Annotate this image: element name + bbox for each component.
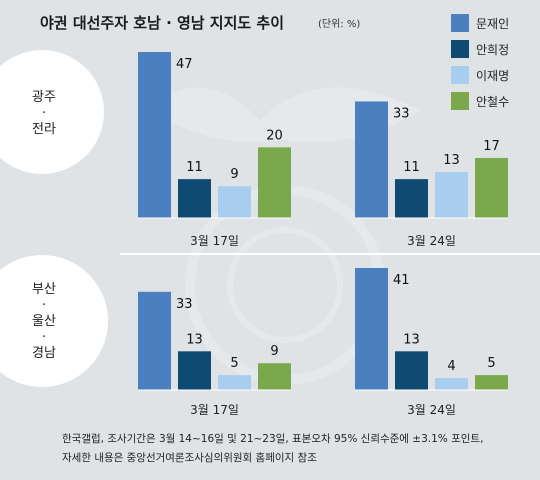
bar-1-1-2 — [435, 378, 468, 390]
legend-label-0: 문재인 — [476, 17, 509, 31]
footnote-line-1: 한국갤럽, 조사기간은 3월 14~16일 및 21~23일, 표본오차 95%… — [62, 432, 483, 445]
region-bottom-line-2: 울산 — [32, 314, 56, 329]
category-label-1-0: 3월 17일 — [190, 403, 239, 417]
bar-1-1-1 — [395, 351, 428, 390]
legend-swatch-1 — [451, 40, 469, 58]
region-bottom-line-4: 경남 — [32, 346, 56, 361]
region-top-line-2: 전라 — [32, 122, 56, 137]
legend-swatch-0 — [451, 14, 469, 32]
value-label-0-0-0: 47 — [176, 57, 193, 72]
unit-label: (단위: %) — [318, 17, 360, 30]
category-label-0-1: 3월 24일 — [407, 234, 456, 248]
bar-1-0-2 — [218, 375, 251, 390]
bar-1-0-1 — [178, 351, 211, 390]
value-label-1-0-1: 13 — [186, 332, 203, 347]
value-label-1-0-3: 9 — [270, 344, 278, 359]
value-label-1-1-0: 41 — [393, 273, 410, 288]
value-label-1-1-2: 4 — [447, 359, 455, 374]
value-label-1-0-0: 33 — [176, 297, 193, 312]
region-top-line-1: · — [42, 106, 46, 121]
chart-title: 야권 대선주자 호남 · 영남 지지도 추이 — [40, 14, 284, 32]
bar-0-1-0 — [355, 101, 388, 218]
value-label-0-0-3: 20 — [266, 128, 283, 143]
region-bottom-line-3: · — [42, 330, 46, 345]
region-badge-bottom: 부산·울산·경남 — [0, 255, 108, 387]
panel-busan-ulsan-gyeongnam: 33 13 5 9 3월 17일 41 13 4 5 3월 24일 — [138, 268, 508, 417]
value-label-1-0-2: 5 — [230, 356, 238, 371]
value-label-0-0-1: 11 — [186, 160, 203, 175]
legend-label-2: 이재명 — [476, 69, 509, 83]
value-label-0-1-2: 13 — [443, 153, 460, 168]
category-label-1-1: 3월 24일 — [407, 403, 456, 417]
bar-0-1-3 — [475, 157, 508, 218]
bar-0-0-0 — [138, 52, 171, 218]
bar-0-1-1 — [395, 179, 428, 218]
category-label-0-0: 3월 17일 — [190, 234, 239, 248]
bar-0-0-1 — [178, 179, 211, 218]
bar-1-1-0 — [355, 268, 388, 390]
footnote-line-2: 자세한 내용은 중앙선거여론조사심의위원회 홈페이지 참조 — [62, 451, 317, 464]
bar-1-0-0 — [138, 291, 171, 390]
region-bottom-line-1: · — [42, 298, 46, 313]
value-label-1-1-1: 13 — [403, 332, 420, 347]
value-label-0-1-3: 17 — [483, 139, 500, 154]
legend-label-1: 안희정 — [476, 43, 509, 57]
value-label-0-0-2: 9 — [230, 167, 238, 182]
bar-0-0-2 — [218, 186, 251, 218]
bar-1-1-3 — [475, 375, 508, 390]
value-label-1-1-3: 5 — [487, 356, 495, 371]
value-label-0-1-1: 11 — [403, 160, 420, 175]
region-top-line-0: 광주 — [32, 90, 56, 105]
region-bottom-line-0: 부산 — [32, 282, 56, 297]
bar-0-1-2 — [435, 172, 468, 218]
bar-1-0-3 — [258, 363, 291, 390]
bar-0-0-3 — [258, 147, 291, 218]
legend-swatch-2 — [451, 66, 469, 84]
region-badge-top: 광주·전라 — [0, 50, 104, 174]
legend-label-3: 안철수 — [476, 95, 509, 109]
legend-swatch-3 — [451, 92, 469, 110]
panel-gwangju-jeolla: 47 11 9 20 3월 17일 33 11 13 17 3월 24일 — [138, 52, 508, 248]
value-label-0-1-0: 33 — [393, 106, 410, 121]
